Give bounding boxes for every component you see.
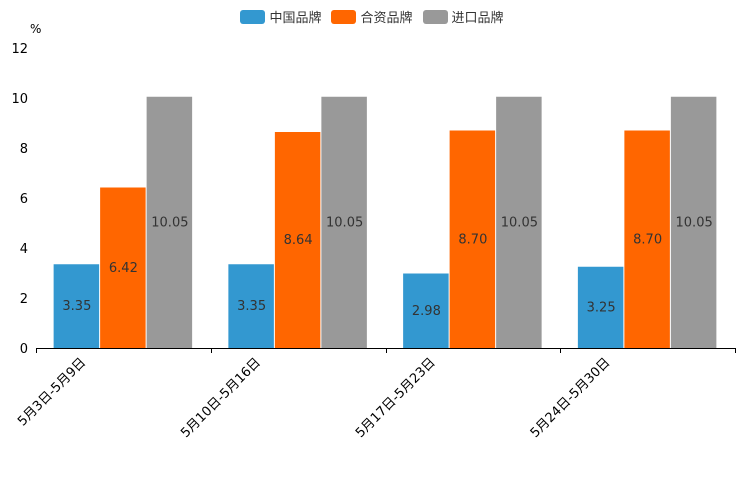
- chart-legend: 中国品牌 合资品牌 进口品牌: [0, 7, 744, 26]
- data-label: 3.25: [587, 300, 616, 315]
- bar-3-2: [321, 96, 367, 348]
- bar-2-2: [274, 132, 321, 348]
- legend-label-china-brand: 中国品牌: [269, 11, 322, 26]
- bar-3-3: [496, 96, 542, 348]
- data-label: 10.05: [676, 215, 713, 230]
- data-label: 8.70: [458, 232, 487, 247]
- x-tick-label: 5月3日-5月9日: [15, 355, 89, 429]
- bar-1-3: [403, 273, 449, 348]
- data-label: 10.05: [326, 215, 363, 230]
- bar-2-4: [624, 130, 670, 348]
- legend-item-china-brand[interactable]: 中国品牌: [240, 7, 321, 26]
- data-label: 3.35: [62, 299, 91, 314]
- data-label: 10.05: [151, 215, 188, 230]
- data-label: 10.05: [501, 215, 538, 230]
- x-tick-label: 5月24日-5月30日: [528, 355, 614, 441]
- legend-item-imported-brand[interactable]: 进口品牌: [422, 7, 504, 26]
- legend-item-joint-venture-brand[interactable]: 合资品牌: [331, 7, 413, 26]
- bar-2-3: [449, 130, 496, 348]
- legend-label-joint-venture-brand: 合资品牌: [360, 11, 413, 26]
- bar-1-2: [228, 264, 274, 348]
- data-label: 8.70: [633, 232, 662, 247]
- legend-label-imported-brand: 进口品牌: [451, 11, 504, 26]
- y-axis-unit: %: [30, 22, 41, 36]
- y-tick-label: 6: [20, 192, 28, 207]
- data-label: 2.98: [412, 304, 441, 319]
- data-label: 3.35: [237, 299, 266, 314]
- x-tick-label: 5月10日-5月16日: [178, 355, 264, 441]
- y-tick-label: 10: [11, 92, 28, 107]
- data-label: 8.64: [284, 233, 313, 248]
- bar-3-4: [670, 96, 717, 348]
- bar-2-1: [100, 187, 146, 348]
- y-tick-label: 8: [20, 142, 28, 157]
- x-tick-label: 5月17日-5月23日: [353, 355, 439, 441]
- y-tick-label: 12: [11, 42, 28, 57]
- y-tick-label: 0: [20, 342, 28, 357]
- legend-swatch-imported-brand: [422, 9, 448, 24]
- y-tick-label: 2: [20, 292, 28, 307]
- bar-1-4: [577, 266, 624, 348]
- y-tick-label: 4: [20, 242, 28, 257]
- bar-3-1: [146, 96, 193, 348]
- data-label: 6.42: [109, 261, 138, 276]
- bar-1-1: [53, 264, 100, 348]
- legend-swatch-joint-venture-brand: [331, 9, 357, 24]
- legend-swatch-china-brand: [240, 9, 266, 24]
